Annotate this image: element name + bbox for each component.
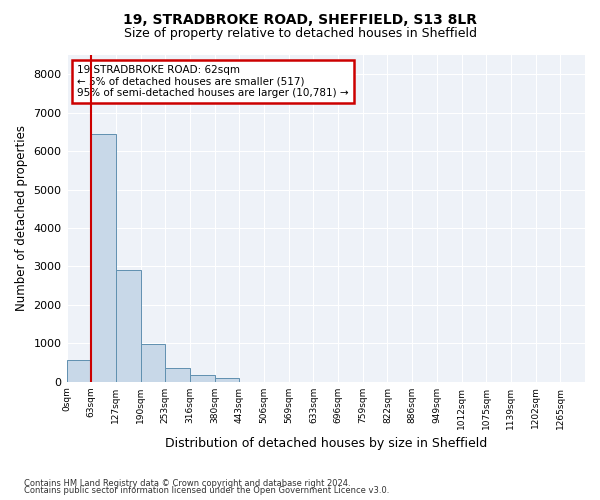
Bar [190,375,215,382]
Bar [140,344,165,382]
Text: 19, STRADBROKE ROAD, SHEFFIELD, S13 8LR: 19, STRADBROKE ROAD, SHEFFIELD, S13 8LR [123,12,477,26]
Text: 19 STRADBROKE ROAD: 62sqm
← 5% of detached houses are smaller (517)
95% of semi-: 19 STRADBROKE ROAD: 62sqm ← 5% of detach… [77,65,349,98]
Bar [67,360,91,382]
Bar [165,368,190,382]
X-axis label: Distribution of detached houses by size in Sheffield: Distribution of detached houses by size … [164,437,487,450]
Y-axis label: Number of detached properties: Number of detached properties [15,126,28,312]
Bar [116,270,140,382]
Text: Contains public sector information licensed under the Open Government Licence v3: Contains public sector information licen… [24,486,389,495]
Bar [91,134,116,382]
Text: Size of property relative to detached houses in Sheffield: Size of property relative to detached ho… [124,28,476,40]
Bar [215,378,239,382]
Text: Contains HM Land Registry data © Crown copyright and database right 2024.: Contains HM Land Registry data © Crown c… [24,478,350,488]
